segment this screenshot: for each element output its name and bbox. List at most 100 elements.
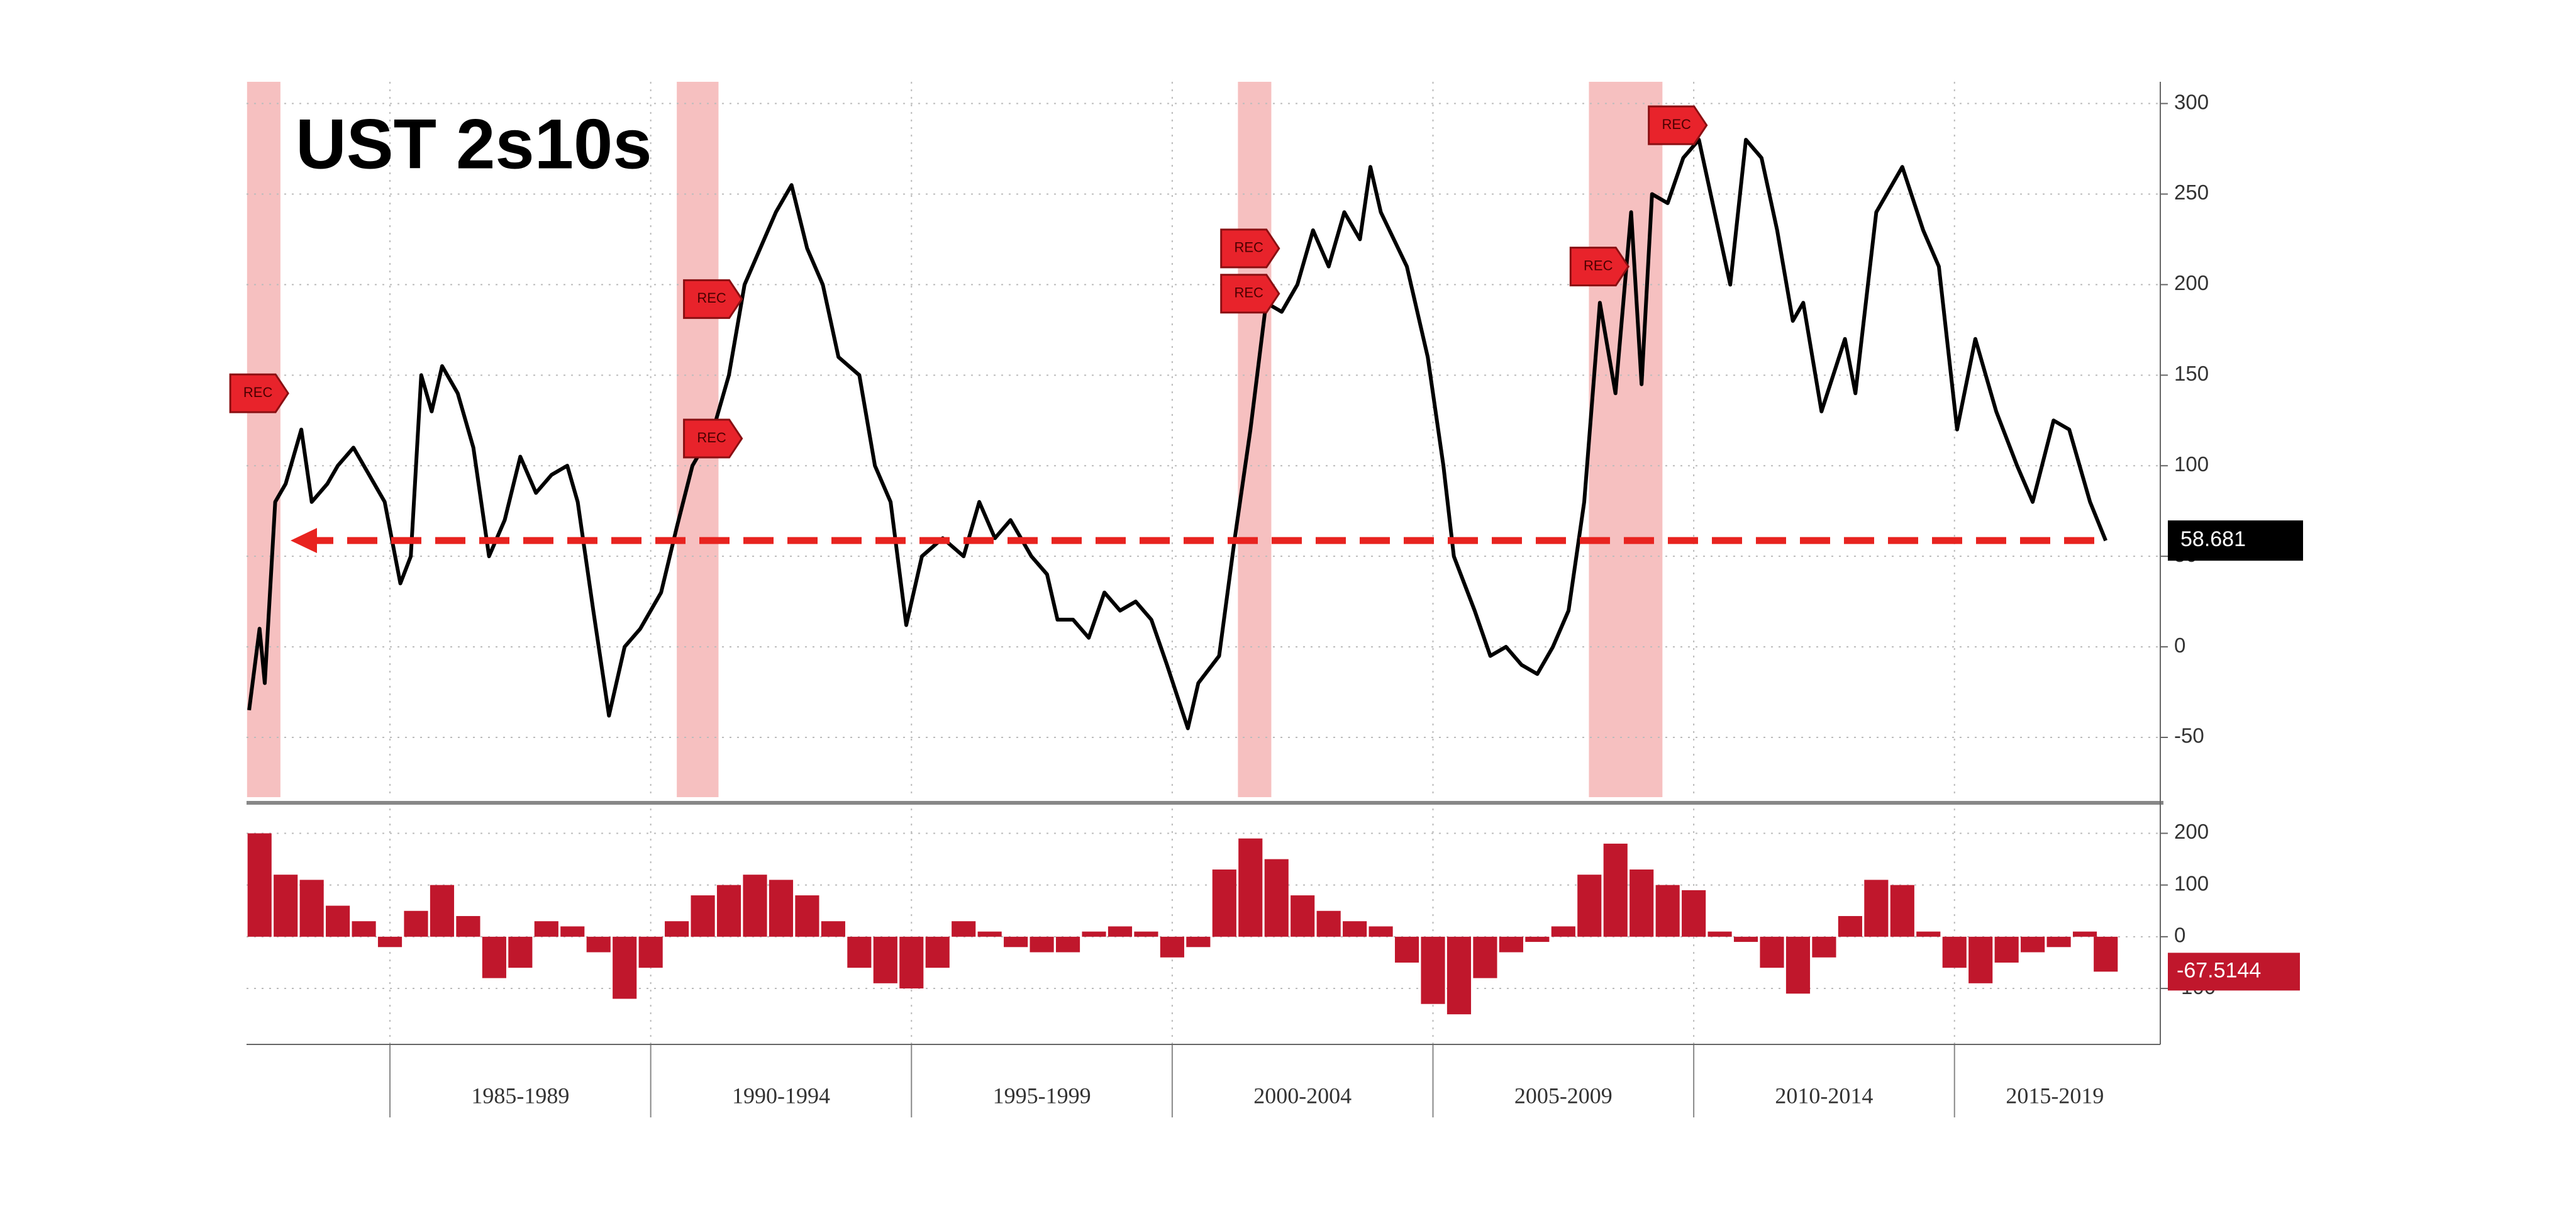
- bar: [1160, 936, 1184, 958]
- bar: [1186, 936, 1211, 948]
- bar: [404, 910, 428, 937]
- y-tick-label: 300: [2174, 90, 2209, 113]
- bar: [1134, 931, 1158, 937]
- bar: [1238, 838, 1263, 937]
- bar: [1446, 936, 1472, 1015]
- bar: [952, 921, 976, 937]
- bar: [665, 921, 689, 937]
- bar: [482, 936, 506, 978]
- y-tick-label: 0: [2174, 924, 2185, 947]
- chart-title: UST 2s10s: [296, 105, 652, 184]
- bar: [821, 921, 845, 937]
- period-label: 2005-2009: [1514, 1083, 1613, 1108]
- bar: [795, 895, 819, 937]
- bar: [925, 936, 950, 968]
- rec-label: REC: [697, 290, 726, 306]
- bar: [1499, 936, 1523, 953]
- period-label: 1985-1989: [471, 1083, 569, 1108]
- bar: [1291, 895, 1315, 937]
- y-tick-label: -50: [2174, 724, 2204, 747]
- bar: [1785, 936, 1811, 994]
- y-tick-label: 200: [2174, 820, 2209, 843]
- bar: [769, 880, 794, 937]
- rec-marker: [1220, 274, 1280, 314]
- bar: [586, 936, 611, 953]
- bar: [1551, 926, 1575, 937]
- recession-band: [1238, 82, 1272, 797]
- bar: [613, 936, 637, 999]
- bar: [352, 921, 376, 937]
- bar: [534, 921, 558, 937]
- rec-marker: [683, 418, 743, 459]
- y-tick-label: 0: [2174, 634, 2185, 657]
- bar: [1890, 885, 1914, 937]
- bar: [326, 905, 350, 937]
- bar: [2021, 936, 2045, 953]
- bar: [1264, 859, 1289, 937]
- bar: [1316, 910, 1341, 937]
- bar: [377, 936, 402, 948]
- rec-marker: [1648, 105, 1708, 145]
- bar: [2094, 936, 2118, 972]
- bar: [1030, 936, 1054, 953]
- bar: [716, 885, 741, 937]
- reference-arrow: [291, 528, 317, 554]
- bar: [743, 875, 767, 937]
- bar: [1838, 915, 1862, 937]
- last-value-label: -67.5144: [2177, 958, 2261, 982]
- bar: [560, 926, 585, 937]
- bar: [1916, 931, 1941, 937]
- bar: [1994, 936, 2019, 963]
- y-tick-label: 200: [2174, 271, 2209, 294]
- bar: [1343, 921, 1367, 937]
- bar: [1864, 880, 1889, 937]
- bar: [691, 895, 715, 937]
- rec-marker: [1220, 228, 1280, 269]
- bar: [274, 875, 298, 937]
- bar: [508, 936, 533, 968]
- bar: [1368, 926, 1393, 937]
- line-series: [247, 138, 2107, 730]
- bar: [430, 885, 455, 937]
- bar: [1212, 869, 1236, 937]
- rec-label: REC: [1234, 285, 1263, 301]
- bar: [1004, 936, 1028, 948]
- bar: [1108, 926, 1133, 937]
- last-value-box: [2168, 520, 2303, 561]
- y-tick-label: 100: [2174, 452, 2209, 476]
- bar: [2046, 936, 2071, 948]
- period-label: 1990-1994: [732, 1083, 830, 1108]
- y-tick-label: 100: [2174, 871, 2209, 895]
- bar: [1603, 843, 1628, 937]
- bar: [1577, 875, 1602, 937]
- bar: [1525, 936, 1550, 942]
- last-value-label: 58.681: [2180, 527, 2246, 551]
- period-label: 1995-1999: [993, 1083, 1091, 1108]
- bar: [1942, 936, 1967, 968]
- bar: [1055, 936, 1080, 953]
- rec-label: REC: [243, 384, 273, 400]
- bar: [1760, 936, 1784, 968]
- rec-label: REC: [1234, 240, 1263, 255]
- recession-band: [1589, 82, 1663, 797]
- rec-marker: [1569, 247, 1630, 287]
- y-tick-label: 150: [2174, 362, 2209, 385]
- rec-marker: [229, 373, 289, 413]
- bar: [1812, 936, 1836, 958]
- last-value-box: [2168, 953, 2300, 991]
- rec-label: REC: [697, 430, 726, 445]
- period-label: 2000-2004: [1253, 1083, 1352, 1108]
- bar: [456, 915, 480, 937]
- bar: [1421, 936, 1445, 1004]
- rec-label: REC: [1584, 257, 1613, 273]
- bar: [873, 936, 897, 983]
- bar: [1655, 885, 1680, 937]
- bar: [1473, 936, 1497, 978]
- bar: [1394, 936, 1419, 963]
- bar: [1968, 936, 1993, 983]
- bar: [638, 936, 663, 968]
- bar: [299, 880, 324, 937]
